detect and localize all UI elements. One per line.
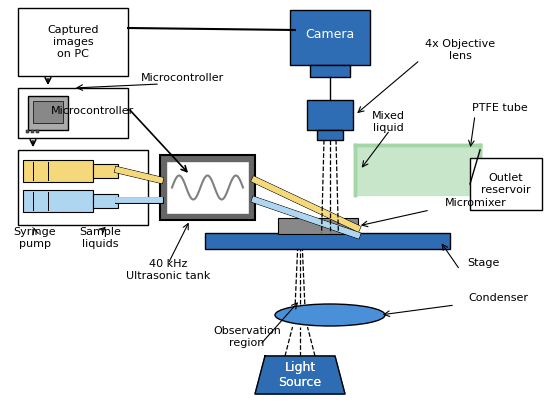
Bar <box>205 233 450 249</box>
Bar <box>18 150 148 225</box>
Bar <box>278 218 358 234</box>
Text: Condenser: Condenser <box>468 293 528 303</box>
Bar <box>160 155 255 220</box>
Bar <box>166 161 249 214</box>
Bar <box>23 190 93 212</box>
Text: Outlet
reservoir: Outlet reservoir <box>481 173 531 195</box>
Bar <box>33 101 63 123</box>
Polygon shape <box>255 356 345 394</box>
Bar <box>23 160 93 182</box>
Ellipse shape <box>275 304 385 326</box>
Text: 40 kHz
Ultrasonic tank: 40 kHz Ultrasonic tank <box>126 259 210 281</box>
Text: Light
Source: Light Source <box>278 361 322 389</box>
Text: Micromixer: Micromixer <box>445 198 507 208</box>
Text: Stage: Stage <box>467 258 499 268</box>
Text: Light
Source: Light Source <box>278 361 322 389</box>
Bar <box>280 223 298 233</box>
Bar <box>307 100 353 130</box>
Bar <box>36 130 39 133</box>
Bar <box>470 158 542 210</box>
Bar <box>317 130 343 140</box>
Text: Sample
liquids: Sample liquids <box>79 227 121 249</box>
Bar <box>31 130 34 133</box>
Text: Syringe
pump: Syringe pump <box>14 227 56 249</box>
Bar <box>93 194 118 208</box>
Text: 4x Objective
lens: 4x Objective lens <box>425 39 495 61</box>
Bar <box>93 164 118 178</box>
Bar <box>28 96 68 130</box>
Text: Microcontroller: Microcontroller <box>51 106 135 116</box>
Text: Observation
region: Observation region <box>213 326 281 348</box>
Bar <box>290 10 370 65</box>
Bar <box>18 88 128 138</box>
Text: Mixed
liquid: Mixed liquid <box>371 111 404 133</box>
Bar <box>26 130 29 133</box>
Text: Captured
images
on PC: Captured images on PC <box>47 25 99 59</box>
Text: Camera: Camera <box>305 28 355 41</box>
Bar <box>335 223 353 233</box>
Text: PTFE tube: PTFE tube <box>472 103 528 113</box>
Polygon shape <box>355 145 480 195</box>
Bar <box>310 65 350 77</box>
Bar <box>18 8 128 76</box>
Text: Microcontroller: Microcontroller <box>141 73 224 83</box>
